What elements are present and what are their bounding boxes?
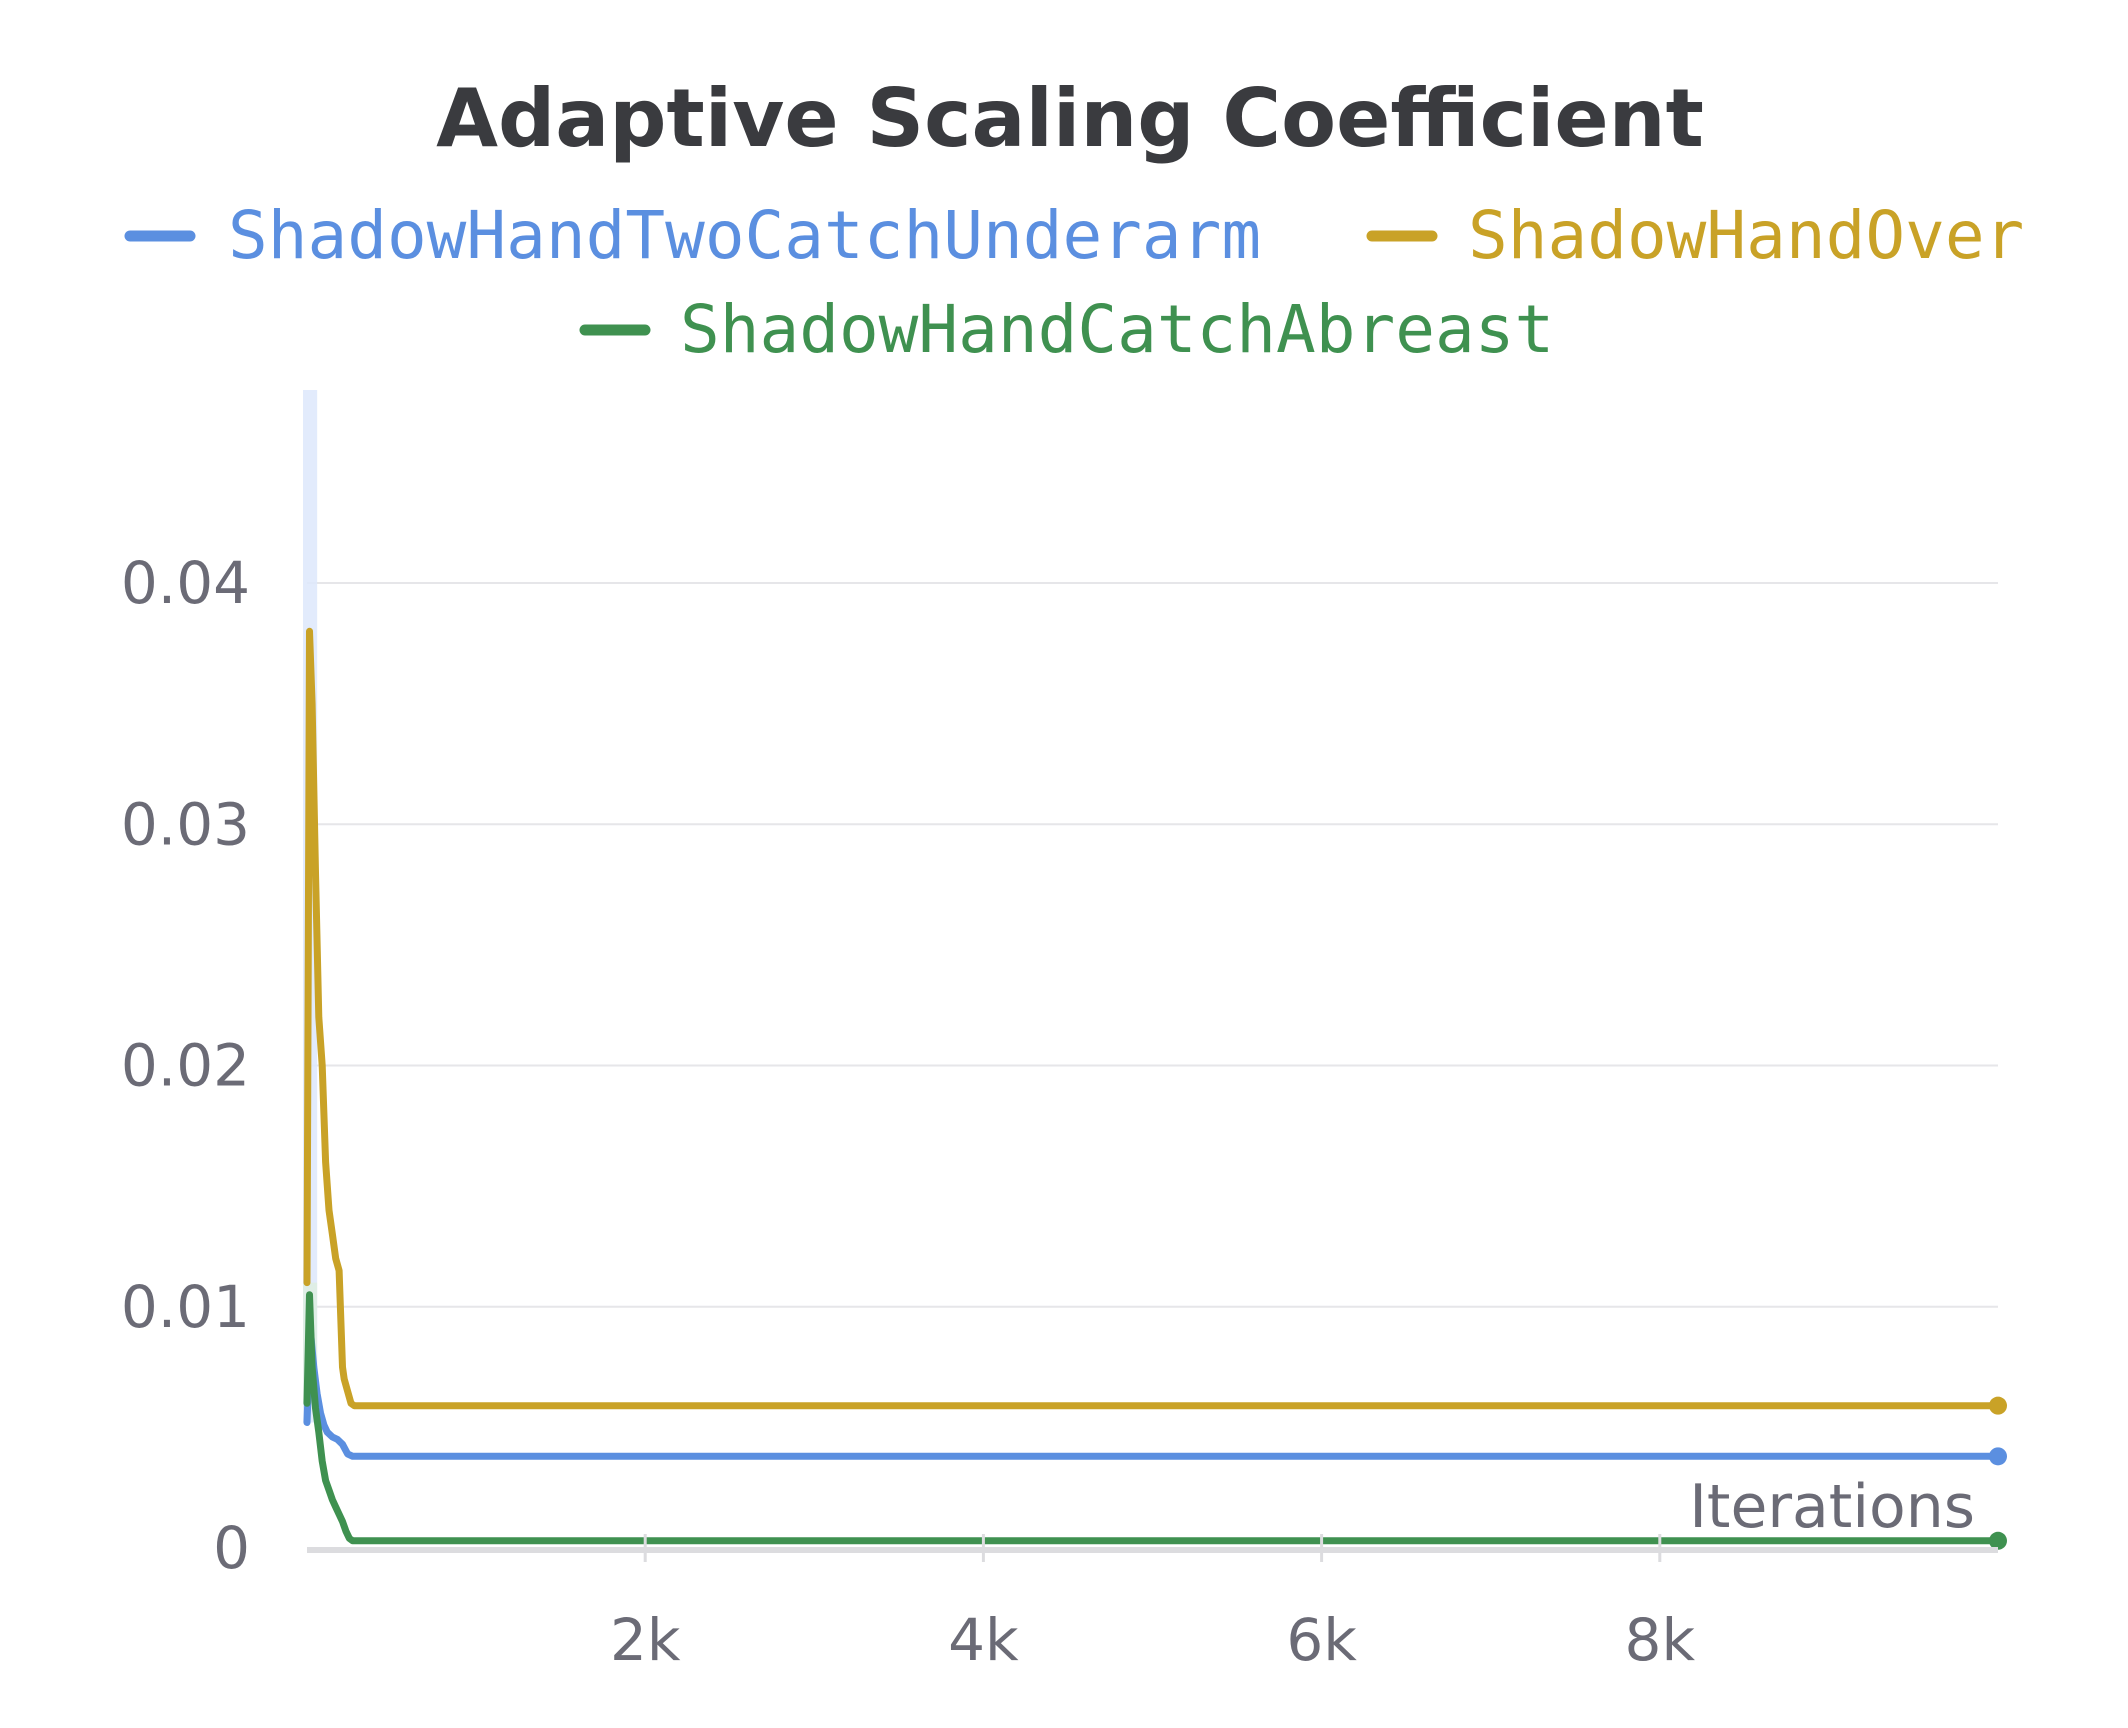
- series-line-ShadowHandOver: [303, 627, 2002, 1410]
- legend-item-label: ShadowHandCatchAbreast: [680, 291, 1554, 368]
- x-tick-label: 6k: [1286, 1606, 1357, 1674]
- x-tick-label: 8k: [1625, 1606, 1696, 1674]
- y-tick-label: 0.01: [121, 1273, 250, 1341]
- series-line-ShadowHandTwoCatchUnderarm: [303, 1327, 2002, 1460]
- x-tick-label: 4k: [948, 1606, 1019, 1674]
- y-tick-label: 0.02: [121, 1032, 250, 1100]
- series-endpoint-ShadowHandCatchAbreast: [1989, 1531, 2007, 1550]
- x-tick-label: 2k: [610, 1606, 681, 1674]
- legend-item-label: ShadowHandOver: [1468, 197, 2024, 274]
- series-lines[interactable]: [303, 627, 2007, 1550]
- y-tick-label: 0: [213, 1514, 250, 1582]
- y-tick-label: 0.04: [121, 549, 250, 617]
- x-axis-label: Iterations: [1689, 1472, 1975, 1542]
- legend[interactable]: ShadowHandTwoCatchUnderarm ShadowHandOver…: [124, 197, 2024, 368]
- axes: 0 0.01 0.02 0.03 0.04 2k 4k 6k 8k: [121, 549, 1998, 1674]
- series-endpoint-ShadowHandOver: [1989, 1396, 2007, 1415]
- y-tick-label: 0.03: [121, 790, 250, 858]
- chart-title: Adaptive Scaling Coefficient: [436, 72, 1704, 165]
- series-endpoint-ShadowHandTwoCatchUnderarm: [1989, 1447, 2007, 1466]
- legend-item-label: ShadowHandTwoCatchUnderarm: [228, 197, 1261, 274]
- gridlines: [307, 582, 1998, 1308]
